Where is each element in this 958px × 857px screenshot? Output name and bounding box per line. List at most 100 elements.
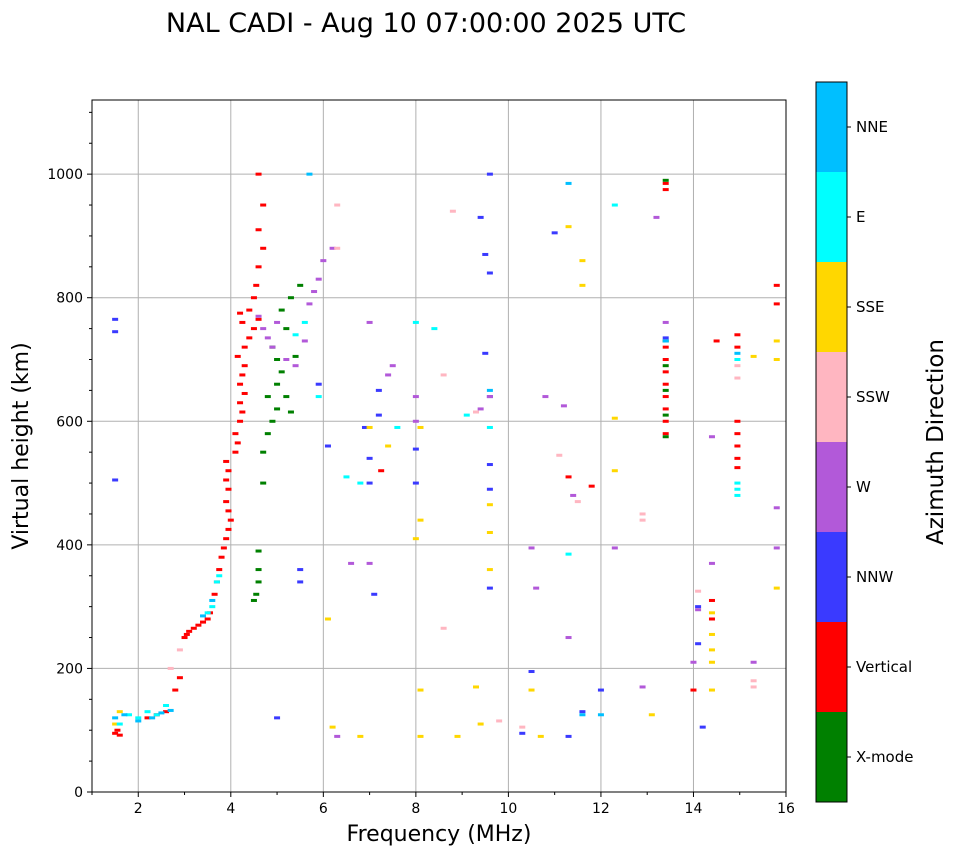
data-point [611,203,618,207]
data-point [579,710,586,714]
data-point [565,734,572,738]
data-point [734,376,741,380]
data-point [708,632,715,636]
data-point [121,713,128,717]
data-point [611,546,618,550]
data-point [274,320,281,324]
chart-title: NAL CADI - Aug 10 07:00:00 2025 UTC [166,8,686,39]
data-point [528,546,535,550]
data-point [556,453,563,457]
series-x-mode [250,178,669,602]
data-point [239,410,246,414]
data-point [153,713,160,717]
data-point [477,407,484,411]
data-point [486,271,493,275]
data-point [648,713,655,717]
data-point [565,181,572,185]
data-point [734,493,741,497]
data-point [653,215,660,219]
data-point [348,561,355,565]
data-point [375,388,382,392]
data-point [200,620,207,624]
x-tick-label: 8 [411,801,420,817]
data-point [662,407,669,411]
data-point [239,320,246,324]
data-point [449,209,456,213]
data-point [734,358,741,361]
data-point [708,435,715,439]
data-point [734,432,741,436]
x-tick-label: 16 [777,801,795,817]
data-point [773,283,780,287]
data-point [708,561,715,565]
data-point [264,432,271,436]
data-point [278,370,285,374]
data-point [357,481,364,485]
data-point [385,444,392,448]
data-point [234,354,241,358]
data-point [334,203,341,207]
data-point [473,410,480,414]
data-point [357,734,364,738]
data-point [695,608,702,612]
data-point [237,311,244,315]
data-point [708,611,715,615]
data-point [708,648,715,652]
x-tick-label: 10 [499,801,517,817]
data-point [750,685,757,689]
data-point [232,432,239,436]
data-point [260,327,267,331]
data-point [639,518,646,522]
data-points [112,172,780,738]
data-point [417,734,424,738]
data-point [588,484,595,488]
data-point [225,487,232,491]
colorbar-segment [816,352,847,442]
colorbar-segment [816,442,847,532]
data-point [734,466,741,470]
data-point [477,722,484,726]
data-point [734,333,741,337]
data-point [597,688,604,692]
data-point [225,527,232,531]
data-point [144,716,151,720]
data-point [311,290,318,294]
data-point [264,336,271,340]
data-point [486,395,493,399]
data-point [750,679,757,683]
colorbar-label: NNW [856,568,893,586]
data-point [734,487,741,491]
colorbar-segment [816,262,847,352]
data-point [329,246,336,250]
data-point [482,351,489,355]
data-point [662,188,669,192]
data-point [574,500,581,504]
data-point [260,203,267,207]
data-point [611,416,618,420]
data-point [528,688,535,692]
data-point [519,731,526,735]
data-point [486,425,493,429]
data-point [389,364,396,368]
data-point [253,592,260,596]
data-point [662,178,669,182]
data-point [274,407,281,411]
data-point [394,425,401,429]
data-point [773,586,780,590]
data-point [220,546,227,550]
data-point [274,358,281,361]
data-point [204,611,211,615]
x-tick-label: 14 [685,801,703,817]
data-point [334,246,341,250]
data-point [241,391,248,395]
data-point [116,722,123,726]
data-point [223,478,230,482]
data-point [486,586,493,590]
data-point [463,413,470,417]
data-point [116,733,123,737]
data-point [773,302,780,306]
colorbar-label: SSE [856,298,885,316]
data-point [225,509,232,513]
data-point [241,364,248,368]
data-point [297,580,304,584]
